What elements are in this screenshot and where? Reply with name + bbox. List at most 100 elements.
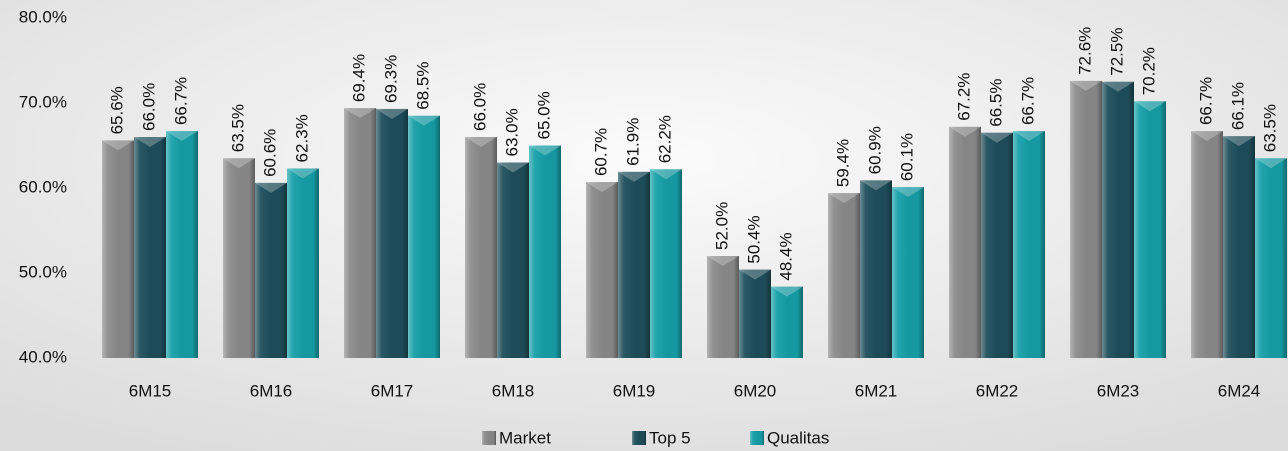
bar-shade bbox=[1013, 131, 1045, 358]
bar-shade bbox=[465, 137, 497, 358]
bar-shade bbox=[650, 169, 682, 358]
bar-shade bbox=[344, 108, 376, 358]
bar-bevel bbox=[892, 187, 924, 198]
bar-shade bbox=[408, 115, 440, 358]
bar-shade bbox=[1191, 131, 1223, 358]
bar-shade bbox=[1223, 136, 1255, 358]
data-label: 65.0% bbox=[534, 91, 553, 139]
x-tick-label: 6M19 bbox=[613, 381, 656, 400]
data-label: 66.7% bbox=[171, 77, 190, 125]
bar-shade bbox=[739, 269, 771, 358]
data-label: 72.5% bbox=[1107, 28, 1126, 76]
bar-bevel bbox=[529, 145, 561, 156]
bar-bevel bbox=[223, 158, 255, 169]
y-tick-label: 50.0% bbox=[19, 262, 67, 281]
bar-shade bbox=[892, 187, 924, 358]
y-tick-label: 60.0% bbox=[19, 177, 67, 196]
y-tick-label: 80.0% bbox=[19, 7, 67, 26]
bar-bevel bbox=[739, 269, 771, 280]
data-label: 63.5% bbox=[1260, 104, 1279, 152]
legend-swatch-shade bbox=[750, 431, 764, 445]
data-label: 66.7% bbox=[1196, 77, 1215, 125]
bar-shade bbox=[586, 182, 618, 358]
bar-bevel bbox=[344, 108, 376, 119]
data-label: 63.5% bbox=[228, 104, 247, 152]
data-label: 59.4% bbox=[833, 139, 852, 187]
bar-shade bbox=[949, 126, 981, 358]
bar-shade bbox=[529, 145, 561, 358]
data-label: 66.0% bbox=[470, 83, 489, 131]
data-label: 62.3% bbox=[292, 114, 311, 162]
data-label: 66.1% bbox=[1228, 82, 1247, 130]
bar-bevel bbox=[949, 126, 981, 137]
bar-shade bbox=[376, 108, 408, 358]
data-label: 52.0% bbox=[712, 202, 731, 250]
x-tick-label: 6M24 bbox=[1218, 381, 1261, 400]
legend-swatch-shade bbox=[632, 431, 646, 445]
bar-bevel bbox=[771, 286, 803, 297]
legend-label: Top 5 bbox=[649, 428, 691, 447]
data-label: 72.6% bbox=[1075, 27, 1094, 75]
bar-shade bbox=[166, 131, 198, 358]
x-tick-label: 6M23 bbox=[1097, 381, 1140, 400]
x-tick-label: 6M17 bbox=[371, 381, 414, 400]
bar-bevel bbox=[1223, 136, 1255, 147]
data-label: 67.2% bbox=[954, 73, 973, 121]
data-label: 66.7% bbox=[1018, 77, 1037, 125]
bar-bevel bbox=[981, 132, 1013, 143]
y-tick-label: 70.0% bbox=[19, 92, 67, 111]
data-label: 68.5% bbox=[413, 62, 432, 110]
data-label: 66.0% bbox=[139, 83, 158, 131]
data-label: 60.1% bbox=[897, 133, 916, 181]
bar-bevel bbox=[166, 131, 198, 142]
bar-shade bbox=[618, 171, 650, 358]
data-label: 69.4% bbox=[349, 54, 368, 102]
data-label: 70.2% bbox=[1139, 47, 1158, 95]
legend-swatch-shade bbox=[482, 431, 496, 445]
bar-bevel bbox=[1134, 101, 1166, 112]
bar-shade bbox=[497, 162, 529, 358]
bar-bevel bbox=[828, 193, 860, 204]
bar-bevel bbox=[860, 180, 892, 191]
bar-shade bbox=[102, 140, 134, 358]
x-tick-label: 6M16 bbox=[250, 381, 293, 400]
data-label: 69.3% bbox=[381, 55, 400, 103]
bar-shade bbox=[1134, 101, 1166, 359]
data-label: 48.4% bbox=[776, 232, 795, 280]
bar-shade bbox=[223, 158, 255, 358]
bar-bevel bbox=[650, 169, 682, 180]
x-tick-label: 6M18 bbox=[492, 381, 535, 400]
x-tick-label: 6M22 bbox=[976, 381, 1019, 400]
bar-shade bbox=[134, 137, 166, 358]
x-tick-label: 6M21 bbox=[855, 381, 898, 400]
bar-shade bbox=[771, 286, 803, 358]
bar-shade bbox=[287, 168, 319, 358]
y-tick-label: 40.0% bbox=[19, 347, 67, 366]
data-label: 50.4% bbox=[744, 215, 763, 263]
data-label: 60.6% bbox=[260, 129, 279, 177]
bar-shade bbox=[860, 180, 892, 358]
bar-bevel bbox=[1102, 81, 1134, 92]
bar-bevel bbox=[255, 182, 287, 193]
bar-bevel bbox=[1191, 131, 1223, 142]
bar-bevel bbox=[376, 108, 408, 119]
bar-bevel bbox=[707, 256, 739, 266]
x-tick-label: 6M15 bbox=[129, 381, 172, 400]
bar-bevel bbox=[408, 115, 440, 126]
bar-shade bbox=[255, 182, 287, 358]
data-label: 61.9% bbox=[623, 118, 642, 166]
bar-shade bbox=[707, 256, 739, 358]
data-label: 60.9% bbox=[865, 126, 884, 174]
bar-bevel bbox=[1013, 131, 1045, 142]
legend-label: Qualitas bbox=[767, 428, 829, 447]
bar-shade bbox=[1070, 80, 1102, 359]
data-label: 60.7% bbox=[591, 128, 610, 176]
bar-shade bbox=[1255, 158, 1287, 358]
bar-bevel bbox=[1070, 80, 1102, 91]
data-label: 65.6% bbox=[107, 86, 126, 134]
bar-bevel bbox=[102, 140, 134, 151]
bar-bevel bbox=[134, 137, 166, 147]
legend-label: Market bbox=[499, 428, 551, 447]
data-label: 62.2% bbox=[655, 115, 674, 163]
